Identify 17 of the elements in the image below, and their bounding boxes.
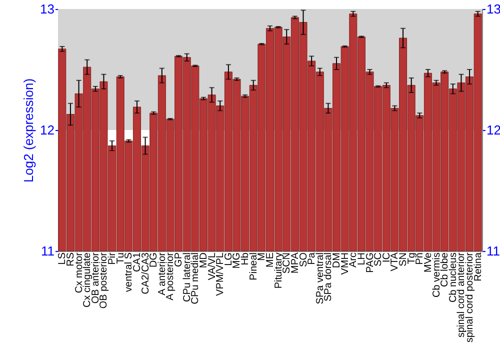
y-tick-label: 11: [41, 244, 54, 258]
x-tick-label: LH: [356, 252, 368, 266]
y-axis-title: Log2 (expression): [21, 78, 36, 183]
x-tick-label: MVe: [422, 252, 434, 273]
x-tick-label: RS: [65, 252, 76, 266]
x-tick-label: Tg: [406, 252, 418, 264]
x-tick-label: A posterior: [165, 252, 176, 300]
y-tick-label: 12: [40, 122, 54, 138]
x-tick-label: CA1: [132, 252, 143, 272]
y2-tick-label: 12: [486, 122, 500, 138]
x-tick-label: ME: [265, 252, 276, 268]
y2-tick-label: 11: [486, 244, 500, 258]
x-tick-label: MPA: [290, 252, 301, 274]
x-tick-label: Pituitary: [273, 252, 284, 289]
x-tick-label: OB posterior: [98, 252, 110, 309]
y-tick-label: 13: [40, 2, 54, 16]
y2-tick-label: 13: [486, 2, 500, 16]
